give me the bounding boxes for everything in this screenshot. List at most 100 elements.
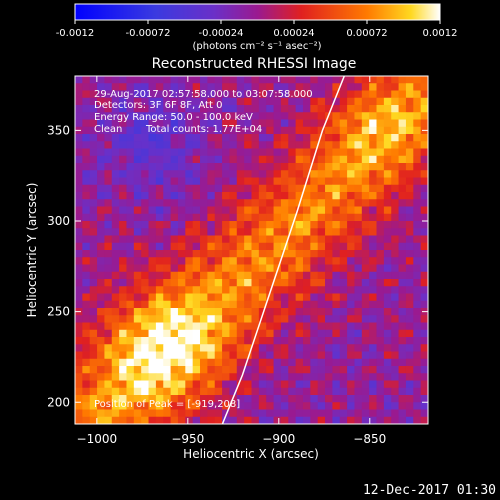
heatmap-cell [177, 351, 186, 360]
heatmap-cell [383, 119, 392, 128]
heatmap-cell [354, 221, 363, 229]
heatmap-cell [295, 286, 304, 294]
heatmap-cell [170, 300, 179, 309]
heatmap-cell [89, 206, 98, 215]
heatmap-cell [82, 213, 91, 222]
heatmap-cell [192, 366, 201, 374]
heatmap-cell [126, 148, 135, 157]
heatmap-cell [332, 105, 341, 113]
heatmap-cell [192, 90, 201, 99]
heatmap-cell [244, 192, 252, 200]
heatmap-cell [391, 192, 399, 200]
heatmap-cell [97, 242, 105, 251]
heatmap-cell [347, 373, 355, 381]
heatmap-cell [273, 250, 282, 258]
heatmap-cell [170, 337, 179, 345]
heatmap-cell [185, 141, 194, 149]
heatmap-cell [141, 221, 149, 229]
heatmap-cell [163, 337, 171, 345]
heatmap-cell [82, 242, 91, 251]
heatmap-cell [244, 105, 252, 113]
heatmap-cell [148, 242, 157, 251]
heatmap-cell [236, 170, 245, 178]
heatmap-cell [89, 416, 98, 424]
heatmap-cell [163, 351, 171, 360]
heatmap-cell [185, 293, 194, 302]
heatmap-cell [185, 83, 194, 91]
heatmap-cell [119, 83, 127, 91]
heatmap-cell [133, 148, 142, 157]
heatmap-cell [332, 119, 341, 128]
heatmap-cell [214, 134, 223, 142]
heatmap-cell [97, 344, 105, 352]
heatmap-cell [119, 242, 127, 251]
heatmap-cell [97, 228, 105, 236]
heatmap-cell [207, 257, 216, 265]
heatmap-cell [244, 235, 252, 244]
heatmap-cell [97, 286, 105, 294]
heatmap-cell [236, 271, 245, 280]
heatmap-cell [376, 300, 385, 309]
heatmap-cell [420, 286, 428, 294]
heatmap-cell [302, 409, 311, 418]
heatmap-cell [244, 315, 252, 323]
heatmap-cell [420, 344, 428, 352]
heatmap-cell [391, 83, 399, 91]
heatmap-cell [347, 221, 355, 229]
heatmap-cell [89, 177, 98, 186]
heatmap-cell [126, 192, 135, 200]
heatmap-cell [170, 235, 179, 244]
heatmap-cell [200, 380, 208, 389]
heatmap-cell [317, 416, 326, 424]
heatmap-cell [155, 264, 164, 273]
heatmap-cell [413, 373, 422, 381]
heatmap-cell [185, 308, 194, 316]
heatmap-cell [391, 271, 399, 280]
heatmap-cell [185, 300, 194, 309]
heatmap-cell [244, 351, 252, 360]
heatmap-cell [332, 366, 341, 374]
heatmap-cell [383, 402, 392, 410]
heatmap-cell [354, 97, 363, 106]
heatmap-cell [369, 264, 377, 273]
heatmap-cell [104, 148, 113, 157]
heatmap-cell [413, 177, 422, 186]
heatmap-cell [163, 105, 171, 113]
heatmap-cell [302, 264, 311, 273]
heatmap-cell [317, 337, 326, 345]
heatmap-cell [133, 351, 142, 360]
heatmap-cell [295, 235, 304, 244]
heatmap-cell [251, 344, 260, 352]
heatmap-cell [148, 105, 157, 113]
heatmap-cell [339, 293, 348, 302]
heatmap-cell [222, 409, 230, 418]
heatmap-cell [413, 155, 422, 164]
heatmap-cell [302, 83, 311, 91]
heatmap-cell [170, 409, 179, 418]
heatmap-cell [229, 206, 238, 215]
heatmap-cell [325, 264, 333, 273]
heatmap-cell [185, 105, 194, 113]
heatmap-cell [302, 206, 311, 215]
heatmap-cell [111, 90, 120, 99]
heatmap-cell [75, 163, 83, 171]
heatmap-cell [361, 329, 370, 338]
heatmap-cell [192, 257, 201, 265]
heatmap-cell [155, 184, 164, 193]
heatmap-cell [332, 235, 341, 244]
heatmap-cell [398, 337, 407, 345]
heatmap-cell [170, 242, 179, 251]
heatmap-cell [207, 206, 216, 215]
heatmap-cell [236, 300, 245, 309]
heatmap-cell [244, 366, 252, 374]
heatmap-cell [97, 119, 105, 128]
heatmap-cell [126, 83, 135, 91]
heatmap-cell [185, 416, 194, 424]
heatmap-cell [354, 177, 363, 186]
heatmap-cell [376, 329, 385, 338]
heatmap-cell [295, 380, 304, 389]
heatmap-cell [97, 105, 105, 113]
heatmap-cell [222, 257, 230, 265]
heatmap-cell [141, 213, 149, 222]
heatmap-cell [302, 358, 311, 367]
